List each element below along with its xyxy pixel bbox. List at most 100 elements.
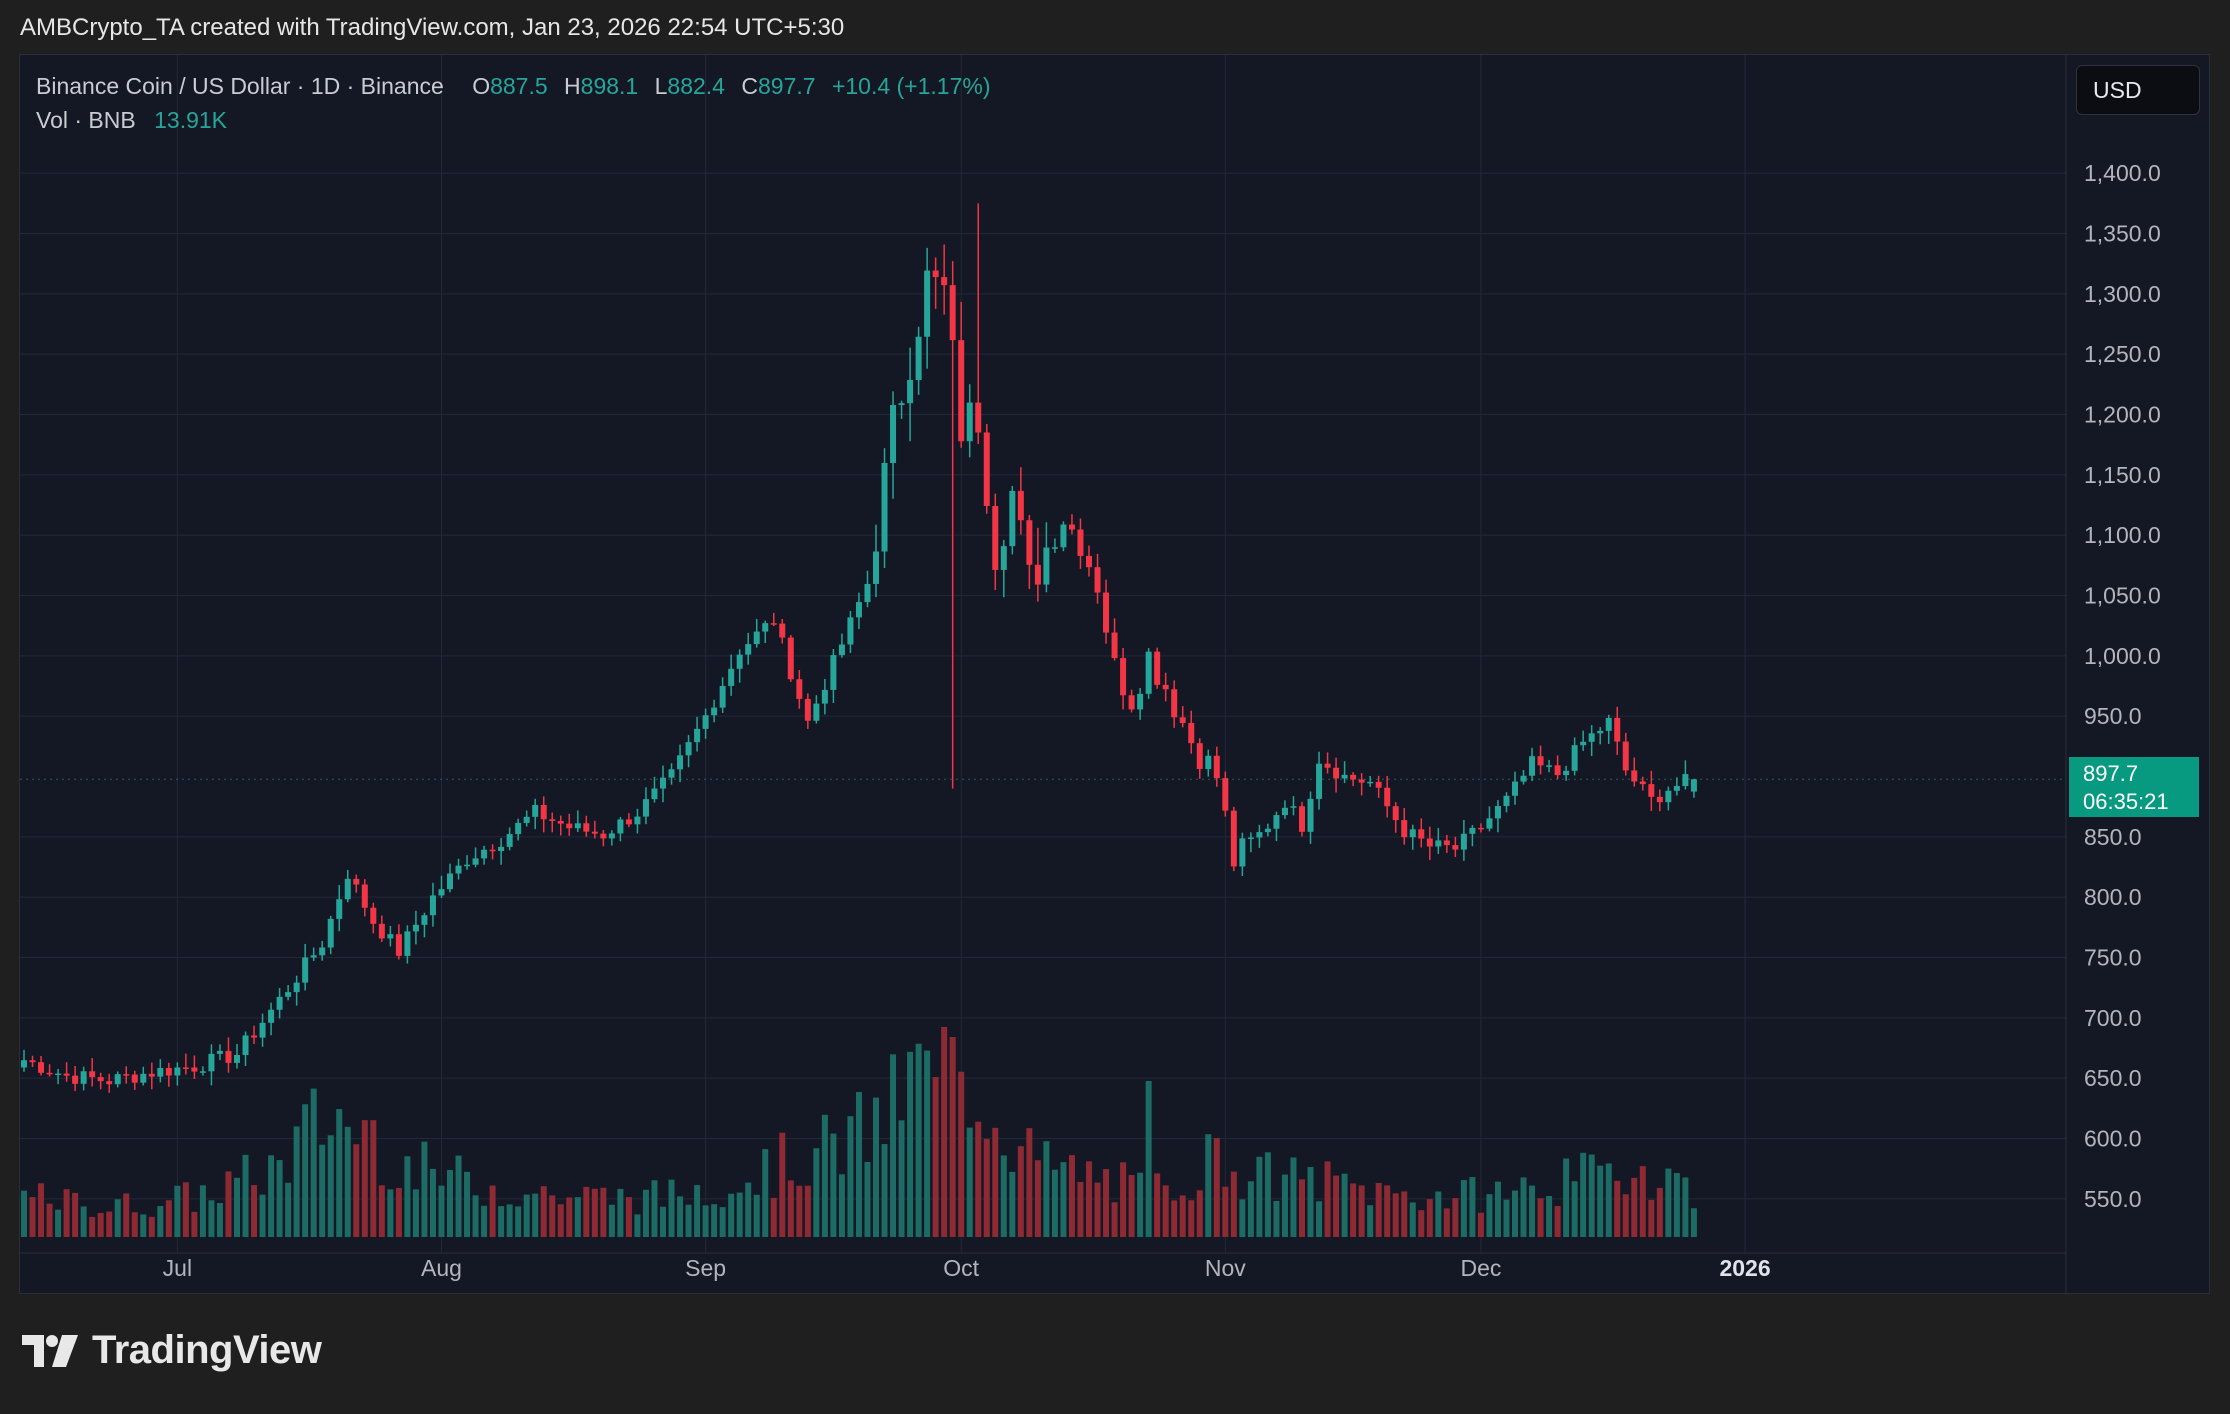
tradingview-logo[interactable]: TradingView <box>22 1328 322 1373</box>
volume-label[interactable]: Vol · BNB <box>36 107 136 133</box>
candle-body <box>327 918 334 948</box>
candle-body <box>208 1053 215 1072</box>
candle-body <box>719 685 726 708</box>
price-tick-label: 800.0 <box>2084 884 2142 910</box>
volume-bar <box>1520 1177 1527 1237</box>
volume-bar <box>327 1135 334 1237</box>
candle-body <box>1418 829 1425 839</box>
volume-bar <box>898 1120 905 1237</box>
candle-body <box>1281 807 1288 816</box>
candle-body <box>123 1074 130 1076</box>
volume-bar <box>1375 1182 1382 1237</box>
volume-bar <box>268 1155 275 1237</box>
candle-body <box>574 823 581 829</box>
high-label: H <box>564 73 581 99</box>
candle-body <box>336 899 343 919</box>
candle-body <box>890 405 897 463</box>
candle-body <box>1145 651 1152 694</box>
candle-body <box>140 1073 147 1083</box>
volume-bar <box>1358 1185 1365 1237</box>
price-tick-label: 600.0 <box>2084 1126 2142 1152</box>
candle-body <box>1656 796 1663 803</box>
open-label: O <box>472 73 491 99</box>
volume-bar <box>174 1185 181 1237</box>
candle-body <box>225 1050 232 1063</box>
candle-body <box>1333 767 1340 779</box>
candle-body <box>591 831 598 834</box>
volume-bar <box>992 1127 999 1237</box>
candle-body <box>506 834 513 847</box>
volume-bar <box>55 1209 62 1237</box>
candle-body <box>1230 810 1237 867</box>
volume-bar <box>1247 1181 1254 1237</box>
candle-body <box>1597 730 1604 734</box>
candle-body <box>642 799 649 817</box>
candle-body <box>830 655 837 690</box>
candle-body <box>1068 524 1075 530</box>
volume-bar <box>319 1144 326 1237</box>
candle-body <box>1631 770 1638 782</box>
volume-bar <box>1477 1212 1484 1237</box>
volume-bar <box>1034 1160 1041 1237</box>
candle-body <box>1392 806 1399 821</box>
volume-bar <box>1103 1169 1110 1237</box>
candle-body <box>1614 717 1621 742</box>
candle-body <box>472 858 479 865</box>
volume-bar <box>728 1193 735 1237</box>
candle-body <box>1477 827 1484 830</box>
candle-body <box>148 1073 155 1077</box>
volume-bar <box>711 1204 718 1237</box>
candle-body <box>1205 755 1212 769</box>
volume-bar <box>1597 1165 1604 1237</box>
volume-bar <box>1077 1181 1084 1237</box>
candle-body <box>1409 829 1416 838</box>
candlestick-chart[interactable]: 1,400.0 1,350.0 1,300.0 1,250.0 1,200.0 1,150… <box>20 55 2211 1295</box>
candle-body <box>1222 778 1229 811</box>
volume-bar <box>975 1121 982 1237</box>
candle-body <box>1000 546 1007 570</box>
candle-body <box>97 1077 104 1082</box>
candle-body <box>1639 781 1646 785</box>
candle-body <box>1384 787 1391 807</box>
candles <box>20 203 2066 1093</box>
candle-body <box>447 873 453 890</box>
candle-body <box>1154 651 1161 685</box>
candle-body <box>421 915 428 925</box>
candle-body <box>1605 717 1612 731</box>
volume-bar <box>1120 1162 1127 1237</box>
candle-body <box>685 742 692 756</box>
symbol-name[interactable]: Binance Coin / US Dollar · 1D · Binance <box>36 73 444 99</box>
price-tick-label: 950.0 <box>2084 703 2142 729</box>
volume-bar <box>753 1194 760 1237</box>
volume-value: 13.91K <box>154 107 228 133</box>
volume-bar <box>1648 1199 1655 1237</box>
candle-body <box>106 1081 113 1085</box>
volume-bar <box>515 1206 522 1237</box>
time-tick-label: Jul <box>163 1255 192 1281</box>
volume-bar <box>1665 1168 1672 1237</box>
low-value: 882.4 <box>667 73 725 99</box>
volume-bar <box>1460 1180 1467 1237</box>
volume-bar <box>1392 1193 1399 1237</box>
candle-body <box>608 833 615 839</box>
candle-body <box>361 884 368 908</box>
volume-bar <box>1068 1155 1075 1237</box>
volume-bar <box>489 1185 496 1237</box>
candle-body <box>242 1035 249 1055</box>
candle-body <box>617 819 624 834</box>
candle-body <box>302 957 309 983</box>
volume-bar <box>1494 1181 1501 1237</box>
volume-bar <box>370 1120 377 1237</box>
volume-bar <box>1631 1177 1638 1237</box>
candle-body <box>677 755 684 770</box>
candle-body <box>293 982 300 993</box>
candle-body <box>532 805 539 817</box>
volume-bar <box>1273 1200 1280 1237</box>
volume-bar <box>1043 1141 1050 1237</box>
chart-panel[interactable]: 1,400.0 1,350.0 1,300.0 1,250.0 1,200.0 1,150… <box>19 54 2211 1295</box>
candle-body <box>1111 632 1118 659</box>
candle-body <box>1026 520 1033 565</box>
candle-body <box>404 931 411 956</box>
candle-body <box>55 1073 62 1076</box>
currency-button[interactable]: USD <box>2076 65 2200 115</box>
